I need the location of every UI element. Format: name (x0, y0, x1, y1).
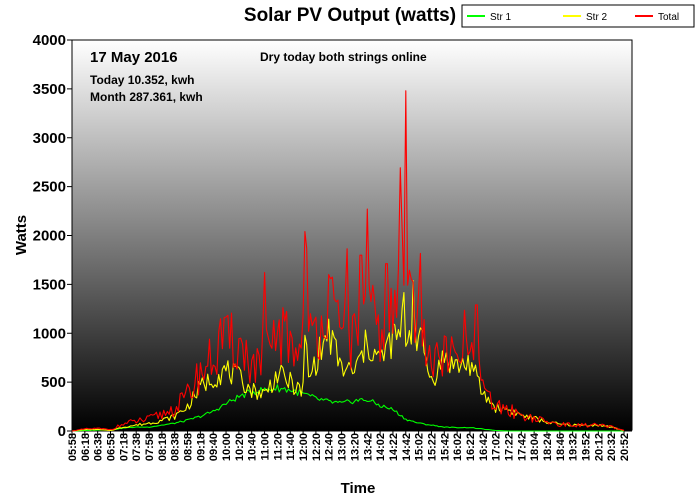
x-tick-label: 20:12 (593, 433, 605, 461)
x-tick-label: 10:00 (221, 433, 233, 461)
y-tick-label: 1000 (33, 325, 66, 342)
x-tick-label: 17:22 (503, 433, 515, 461)
x-tick-label: 20:32 (606, 433, 618, 461)
chart-title: Solar PV Output (watts) (244, 5, 456, 26)
x-tick-label: 08:58 (183, 433, 195, 461)
legend-label-str2: Str 2 (586, 12, 608, 23)
x-tick-label: 16:22 (465, 433, 477, 461)
x-tick-label: 08:18 (157, 433, 169, 461)
x-tick-label: 16:02 (452, 433, 464, 461)
x-tick-label: 10:20 (234, 433, 246, 461)
x-tick-label: 13:00 (337, 433, 349, 461)
y-tick-label: 4000 (33, 32, 66, 49)
x-tick-label: 09:18 (195, 433, 207, 461)
x-tick-label: 18:24 (542, 432, 554, 461)
x-tick-label: 15:22 (426, 433, 438, 461)
x-tick-label: 11:00 (260, 433, 272, 461)
annotation-month: Month 287.361, kwh (90, 90, 203, 104)
annotation-today: Today 10.352, kwh (90, 73, 195, 87)
x-tick-label: 07:38 (131, 433, 143, 461)
x-tick-label: 10:40 (247, 433, 259, 461)
x-tick-label: 14:42 (401, 433, 413, 461)
x-tick-label: 12:00 (298, 433, 310, 461)
x-tick-label: 15:42 (439, 433, 451, 461)
y-tick-label: 3500 (33, 81, 66, 98)
x-tick-label: 11:40 (285, 433, 297, 461)
x-tick-label: 06:58 (106, 433, 118, 461)
series-line-str-2 (71, 280, 625, 432)
x-tick-label: 14:22 (388, 433, 400, 461)
x-tick-label: 11:20 (272, 433, 284, 461)
y-tick-label: 0 (58, 423, 66, 440)
y-tick-label: 2000 (33, 228, 66, 245)
legend-label-str1: Str 1 (490, 12, 512, 23)
series-line-str-1 (71, 384, 624, 432)
legend: Str 1 Str 2 Total (461, 4, 695, 28)
x-tick-label: 12:40 (324, 433, 336, 461)
x-tick-label: 19:32 (568, 433, 580, 461)
series-layer (71, 90, 625, 432)
y-tick-label: 2500 (33, 179, 66, 196)
x-tick-label: 15:02 (414, 433, 426, 461)
x-tick-label: 06:38 (93, 433, 105, 461)
x-tick-label: 07:58 (144, 433, 156, 461)
x-tick-label: 17:42 (516, 433, 528, 461)
x-tick-label: 18:46 (555, 433, 567, 461)
x-axis-ticks: 05:58 06:18 06:38 06:58 07:18 07:38 07:58 08:18… (67, 431, 631, 461)
annotation-note: Dry today both strings online (260, 50, 427, 64)
annotation-date: 17 May 2016 (90, 49, 178, 66)
x-tick-label: 08:38 (170, 433, 182, 461)
y-tick-label: 3000 (33, 130, 66, 147)
x-tick-label: 19:52 (580, 433, 592, 461)
y-tick-label: 1500 (33, 276, 66, 293)
plot-area (71, 39, 633, 431)
x-tick-label: 13:42 (362, 433, 374, 461)
x-tick-label: 09:40 (208, 433, 220, 461)
legend-label-total: Total (658, 12, 679, 23)
y-axis-ticks: 0 500 1000 1500 2000 2500 3000 3500 4000 (33, 32, 72, 440)
x-tick-label: 20:52 (619, 433, 631, 461)
x-tick-label: 18:04 (529, 432, 541, 461)
x-axis-label: Time (341, 480, 376, 497)
y-tick-label: 500 (41, 374, 66, 391)
x-tick-label: 06:18 (80, 433, 92, 461)
x-tick-label: 05:58 (67, 433, 79, 461)
x-tick-label: 12:20 (311, 433, 323, 461)
x-tick-label: 13:20 (349, 433, 361, 461)
x-tick-label: 17:02 (491, 433, 503, 461)
y-axis-label: Watts (13, 215, 30, 255)
series-line-total (71, 90, 625, 432)
x-tick-label: 07:18 (118, 433, 130, 461)
x-tick-label: 14:02 (375, 433, 387, 461)
x-tick-label: 16:42 (478, 433, 490, 461)
